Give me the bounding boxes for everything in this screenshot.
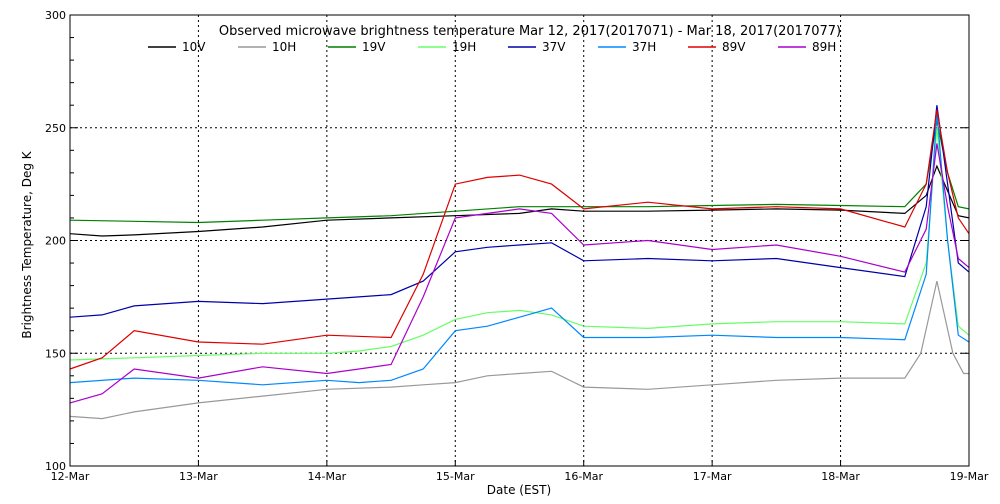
x-tick-label: 19-Mar xyxy=(950,470,989,483)
series-line-10v xyxy=(69,164,970,237)
x-axis-label: Date (EST) xyxy=(487,483,551,497)
series-line-89h xyxy=(69,143,970,404)
ticks-layer: 12-Mar 13-Mar 14-Mar 15-Mar 16-Mar 17-Mar 18-M… xyxy=(45,9,989,483)
x-tick-label: 15-Mar xyxy=(436,470,475,483)
x-tick-label: 17-Mar xyxy=(693,470,732,483)
series-line-37v xyxy=(69,105,970,318)
legend-label-10v: 10V xyxy=(182,40,206,54)
y-tick-label: 150 xyxy=(45,347,66,360)
x-tick-label: 18-Mar xyxy=(821,470,860,483)
series-line-10h xyxy=(69,280,969,420)
series-layer xyxy=(69,105,970,420)
x-tick-label: 16-Mar xyxy=(564,470,603,483)
series-line-19v xyxy=(69,120,970,224)
y-tick-label: 250 xyxy=(45,122,66,135)
legend-label-10h: 10H xyxy=(272,40,296,54)
plot-frame xyxy=(69,14,970,467)
chart-title: Observed microwave brightness temperatur… xyxy=(219,24,841,39)
x-tick-label: 12-Mar xyxy=(51,470,90,483)
y-tick-label: 100 xyxy=(45,460,66,473)
legend-label-19h: 19H xyxy=(452,40,476,54)
legend-label-37h: 37H xyxy=(632,40,656,54)
legend-label-37v: 37V xyxy=(542,40,566,54)
series-line-89v xyxy=(69,109,970,370)
legend-label-19v: 19V xyxy=(362,40,386,54)
grid-layer xyxy=(70,15,969,466)
legend: 10V 10H 19V 19H 37V 37H 89V 89H xyxy=(148,40,836,54)
series-line-19h xyxy=(69,127,970,361)
legend-label-89v: 89V xyxy=(722,40,746,54)
y-axis-label: Brightness Temperature, Deg K xyxy=(20,150,34,338)
x-tick-label: 14-Mar xyxy=(307,470,346,483)
y-tick-label: 300 xyxy=(45,9,66,22)
legend-label-89h: 89H xyxy=(812,40,836,54)
series-line-37h xyxy=(69,111,970,386)
y-tick-label: 200 xyxy=(45,235,66,248)
x-tick-label: 13-Mar xyxy=(179,470,218,483)
